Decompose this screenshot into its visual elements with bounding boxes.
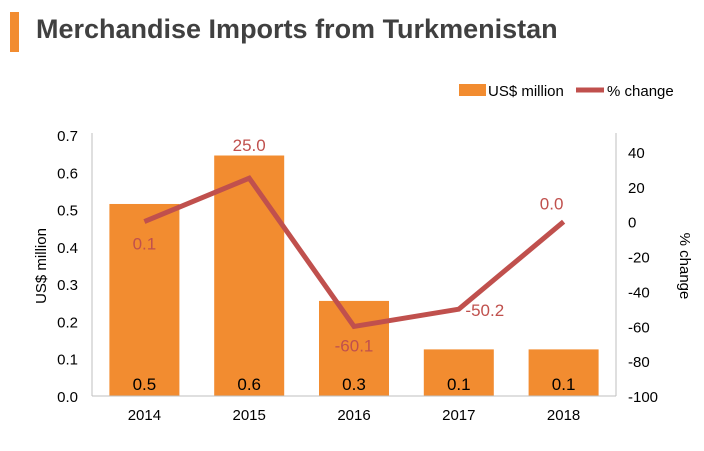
y2-axis-label: % change xyxy=(676,233,693,300)
y-tick-label: 0.2 xyxy=(57,314,78,331)
line-value-label: 0.0 xyxy=(540,195,564,214)
x-tick-label: 2017 xyxy=(442,407,475,424)
bar-2014 xyxy=(109,203,180,396)
y-tick-label: 0.3 xyxy=(57,277,78,294)
chart-title: Merchandise Imports from Turkmenistan xyxy=(36,14,558,44)
bar-value-label: 0.1 xyxy=(447,375,471,394)
y-tick-label: 0.7 xyxy=(57,128,78,145)
x-tick-label: 2018 xyxy=(547,407,580,424)
y-tick-label: 0.6 xyxy=(57,165,78,182)
bar-2018 xyxy=(528,349,599,396)
y2-tick-label: -40 xyxy=(628,284,650,301)
y2-tick-label: 0 xyxy=(628,215,636,232)
legend-label-line: % change xyxy=(607,83,674,100)
line-value-label: -60.1 xyxy=(335,336,374,355)
line-value-label: -50.2 xyxy=(465,301,504,320)
bar-2016 xyxy=(319,300,389,396)
line-value-label: 25.0 xyxy=(233,136,266,155)
line-value-label: 0.1 xyxy=(133,235,157,254)
y2-tick-label: -80 xyxy=(628,354,650,371)
y2-tick-label: -20 xyxy=(628,250,650,267)
bar-2015 xyxy=(214,155,285,396)
y2-tick-label: -60 xyxy=(628,319,650,336)
x-tick-label: 2015 xyxy=(233,407,266,424)
y-tick-label: 0.4 xyxy=(57,240,78,257)
y2-tick-label: 40 xyxy=(628,145,645,162)
bar-value-label: 0.3 xyxy=(342,375,366,394)
legend-label-bar: US$ million xyxy=(488,83,564,100)
bar-value-label: 0.6 xyxy=(237,375,261,394)
y-tick-label: 0.0 xyxy=(57,389,78,406)
y-tick-label: 0.1 xyxy=(57,352,78,369)
legend-swatch-bar xyxy=(459,84,486,96)
y-tick-label: 0.5 xyxy=(57,203,78,220)
bar-value-label: 0.1 xyxy=(552,375,576,394)
y2-tick-label: -100 xyxy=(628,389,658,406)
y2-tick-label: 20 xyxy=(628,180,645,197)
bar-2017 xyxy=(423,349,494,396)
x-tick-label: 2016 xyxy=(337,407,370,424)
bar-value-label: 0.5 xyxy=(133,375,157,394)
y-axis-label: US$ million xyxy=(33,228,50,304)
title-accent-bar xyxy=(10,12,19,52)
x-tick-label: 2014 xyxy=(128,407,161,424)
